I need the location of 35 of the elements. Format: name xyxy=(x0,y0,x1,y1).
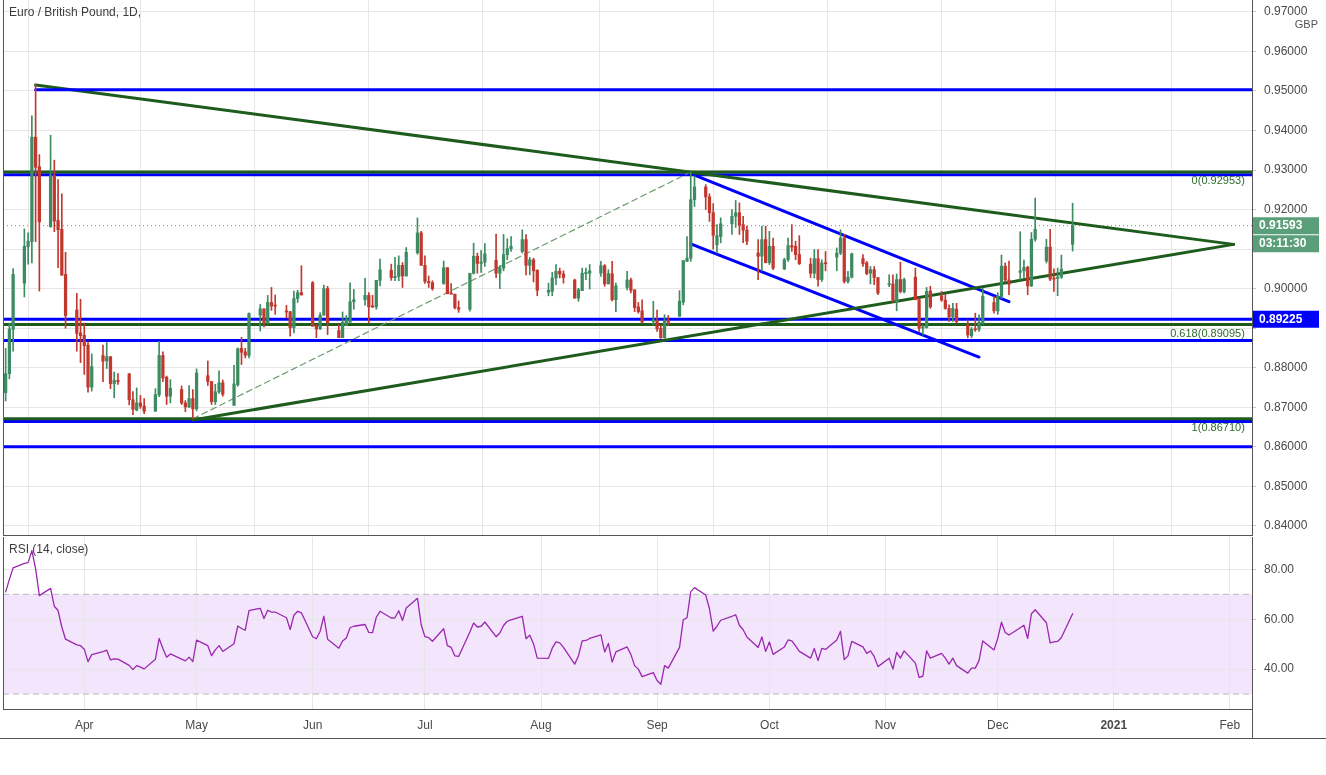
x-tick-label: Oct xyxy=(760,717,780,732)
y-tick-label: 0.86000 xyxy=(1264,439,1308,454)
x-tick-label: Sep xyxy=(646,717,669,732)
y-tick-label: 0.92000 xyxy=(1264,201,1308,216)
y-tick-label: 40.00 xyxy=(1264,661,1295,676)
x-tick-label: Feb xyxy=(1219,717,1241,732)
x-tick-label: Jul xyxy=(417,717,433,732)
y-tick-label: 0.96000 xyxy=(1264,43,1308,58)
y-tick-label: 0.85000 xyxy=(1264,478,1308,493)
y-tick-label: 80.00 xyxy=(1264,561,1295,576)
ref-line-label: 0.89225 xyxy=(1259,311,1303,326)
annotation: 0.618(0.89095) xyxy=(1170,326,1245,339)
y-tick-label: 60.00 xyxy=(1264,611,1295,626)
text: 03:11:30 xyxy=(1259,235,1307,250)
x-tick-label: 2021 xyxy=(1100,717,1128,732)
x-tick-label: Jun xyxy=(302,717,323,732)
y-tick-label: 0.88000 xyxy=(1264,360,1308,375)
x-tick-label: Dec xyxy=(987,717,1009,732)
y-tick-label: 0.97000 xyxy=(1264,4,1308,19)
x-tick-label: Aug xyxy=(530,717,552,732)
text: Euro / British Pound, 1D, xyxy=(9,5,142,20)
y-tick-label: 0.90000 xyxy=(1264,280,1308,295)
y-tick-label: 0.95000 xyxy=(1264,83,1308,98)
x-tick-label: Apr xyxy=(74,717,94,732)
y-tick-label: 0.94000 xyxy=(1264,122,1308,137)
x-tick-label: Nov xyxy=(874,717,897,732)
annotation: 1(0.86710) xyxy=(1191,421,1245,434)
y-tick-label: 0.87000 xyxy=(1264,399,1308,414)
ref-line-label: 0.91593 xyxy=(1259,217,1303,232)
y-tick-label: 0.93000 xyxy=(1264,162,1308,177)
annotation: 0(0.92953) xyxy=(1191,174,1245,187)
x-tick-label: May xyxy=(185,717,208,732)
text: RSI (14, close) xyxy=(9,542,89,557)
y-axis-title: GBP xyxy=(1294,18,1318,31)
y-tick-label: 0.84000 xyxy=(1264,518,1308,533)
